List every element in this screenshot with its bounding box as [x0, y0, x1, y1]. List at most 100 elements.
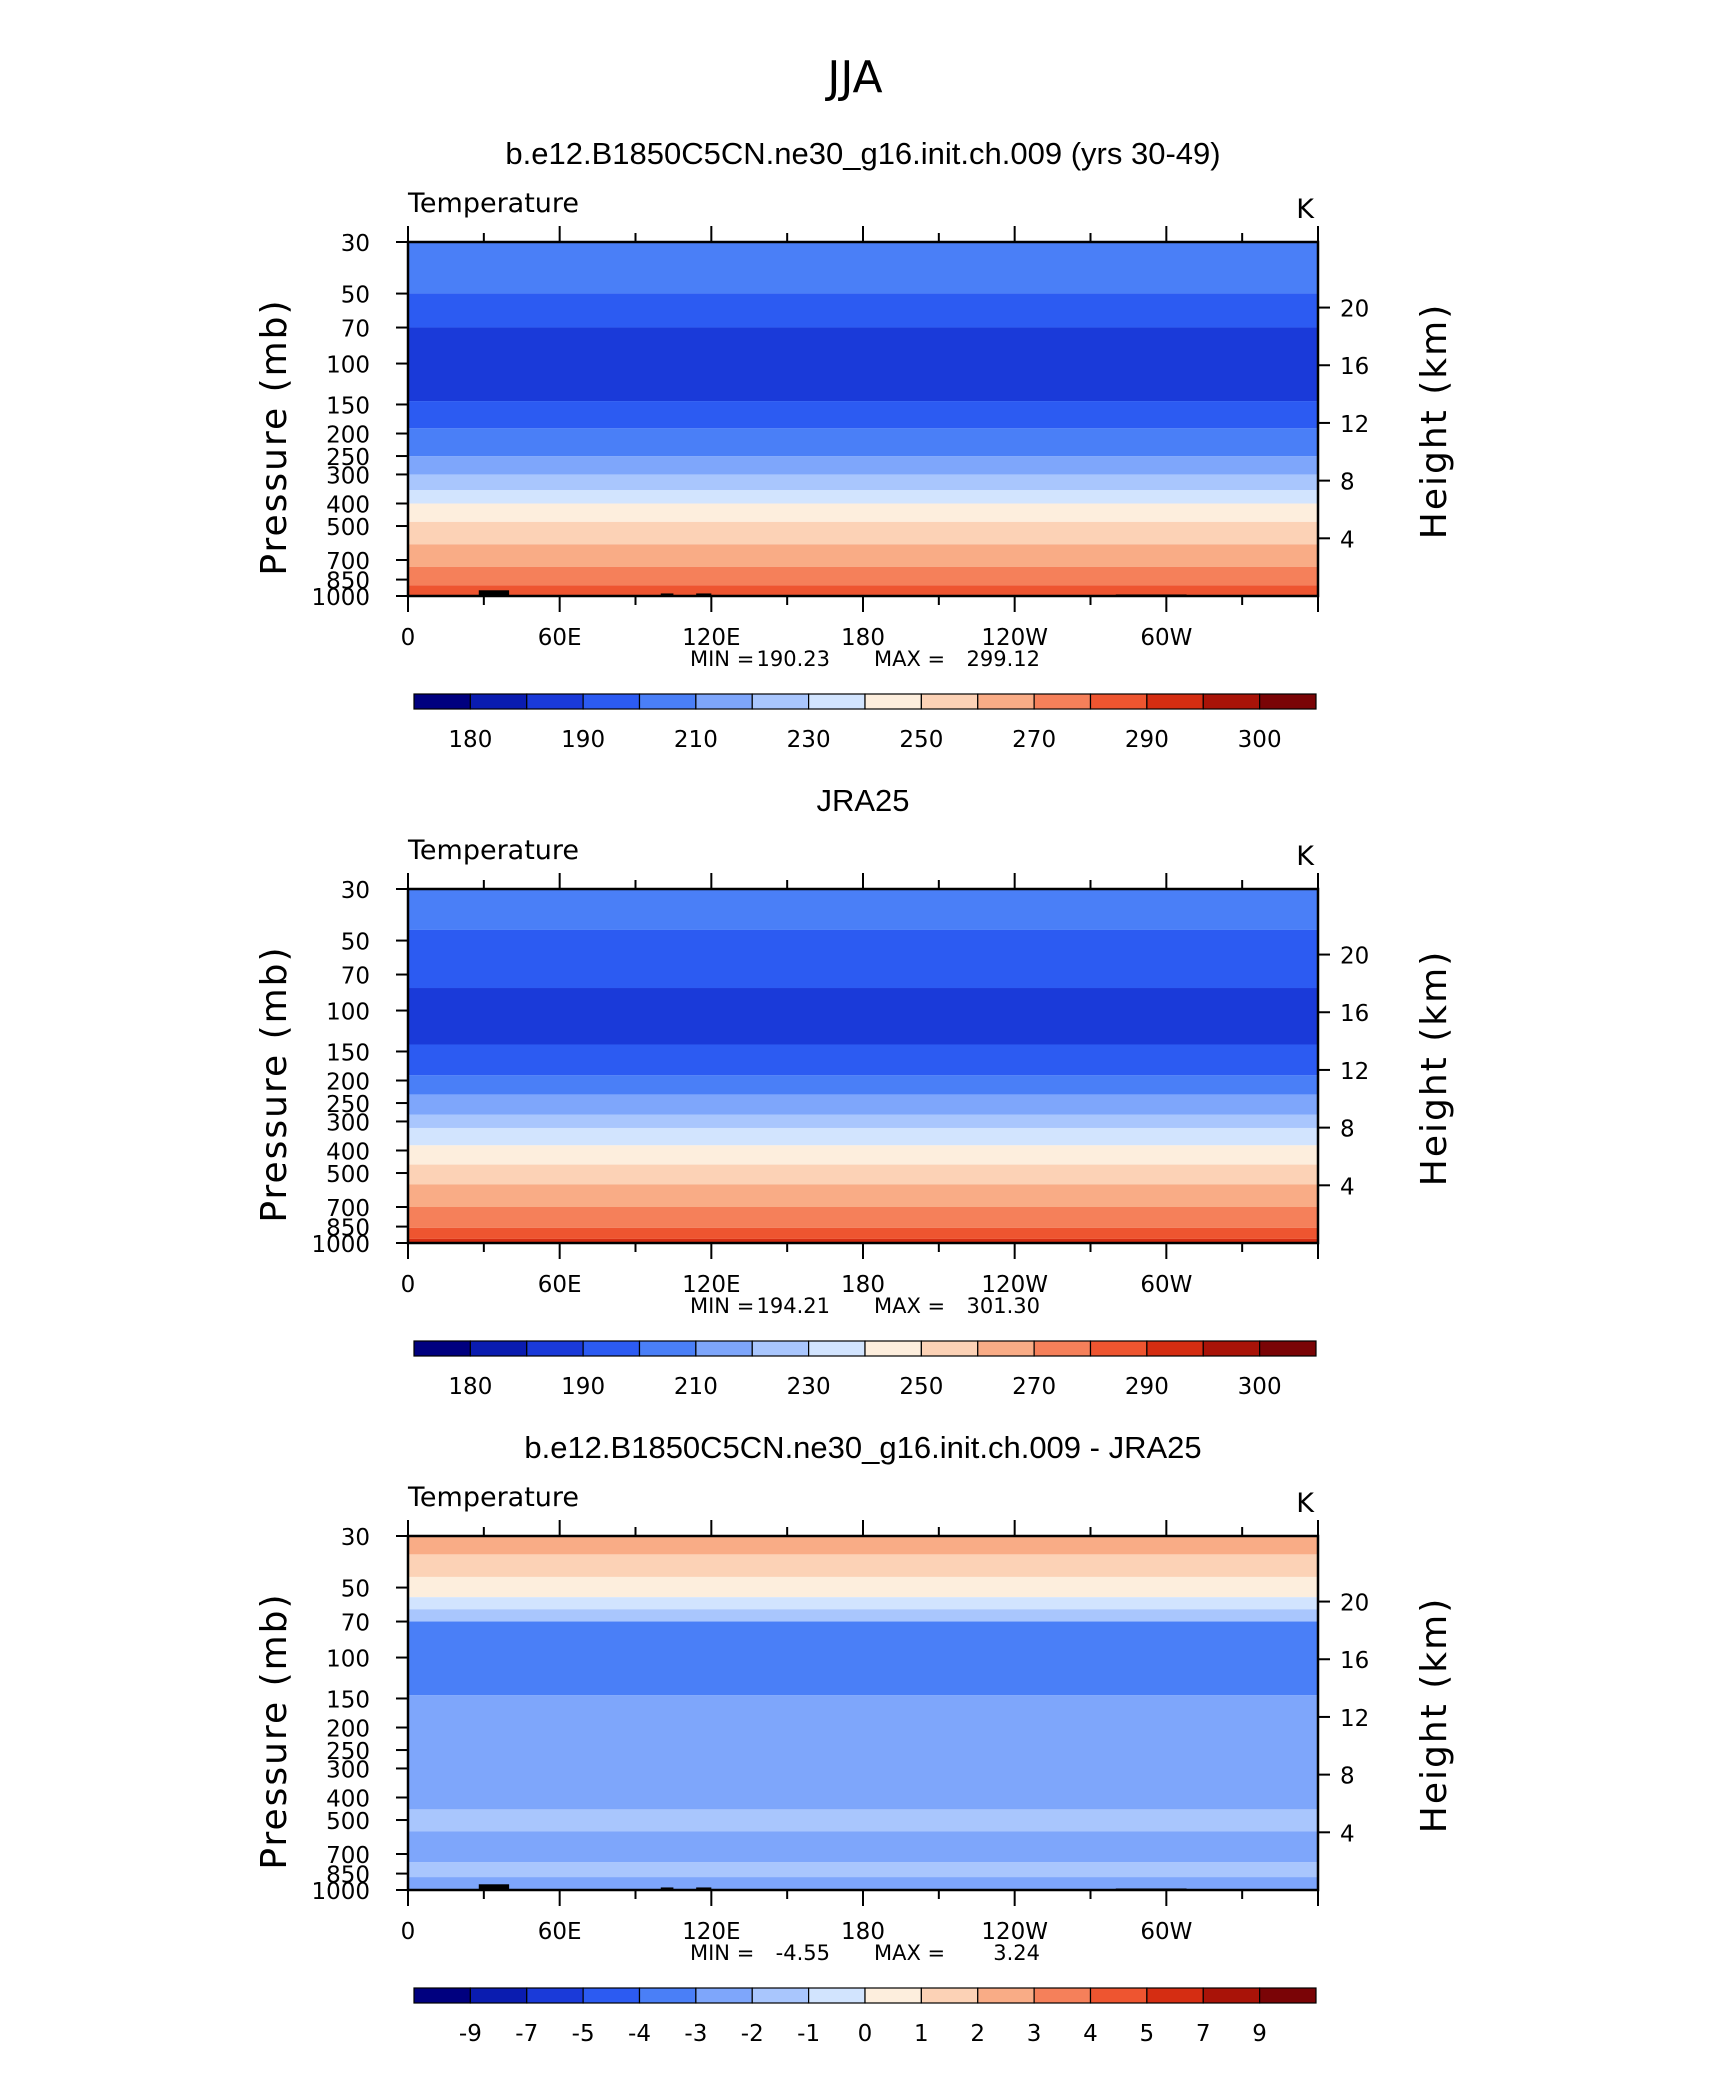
pressure-tick-label: 30 [341, 878, 370, 904]
pressure-tick-label: 250 [326, 1739, 370, 1765]
pressure-tick-label: 700 [326, 1843, 370, 1869]
colorbar-swatch [864, 693, 922, 710]
colorbar-swatch [1146, 1987, 1204, 2004]
panel-1: b.e12.B1850C5CN.ne30_g16.init.ch.009 (yr… [254, 136, 1455, 753]
pressure-tick-label: 150 [326, 1040, 370, 1066]
colorbar-label: 3 [1027, 2021, 1042, 2047]
contour-band [408, 544, 1318, 567]
height-tick-label: 20 [1340, 1591, 1369, 1617]
colorbar-swatch [526, 1340, 584, 1357]
contour-band [408, 1044, 1318, 1076]
colorbar-label: 0 [858, 2021, 873, 2047]
colorbar-swatch [413, 1987, 471, 2004]
colorbar-label: 1 [914, 2021, 929, 2047]
colorbar-swatch [808, 1987, 866, 2004]
contour-band [408, 1597, 1318, 1610]
colorbar-swatch [751, 1987, 810, 2004]
colorbar-swatch [526, 693, 584, 710]
colorbar-swatch [582, 693, 641, 710]
colorbar-swatch [864, 1987, 922, 2004]
colorbar-swatch [1202, 1987, 1261, 2004]
colorbar-swatch [808, 1340, 866, 1357]
min-label: MIN = [690, 1294, 754, 1318]
contour-band [408, 585, 1318, 596]
contour-band [408, 521, 1318, 545]
contour-band [408, 566, 1318, 586]
pressure-tick-label: 850 [326, 569, 370, 595]
pressure-tick-label: 150 [326, 393, 370, 419]
contour-band [408, 428, 1318, 457]
topography-block [696, 593, 712, 596]
topography-block [696, 1887, 712, 1890]
pressure-tick-label: 850 [326, 1216, 370, 1242]
colorbar-swatch [1033, 1987, 1092, 2004]
colorbar-swatch [1146, 693, 1204, 710]
colorbar-swatch [1033, 693, 1092, 710]
pressure-tick-label: 400 [326, 492, 370, 518]
pressure-tick-label: 70 [341, 1611, 370, 1637]
colorbar-swatch [469, 1987, 528, 2004]
contour-band [408, 1114, 1318, 1128]
max-label: MAX = [874, 647, 945, 671]
pressure-tick-label: 1000 [311, 585, 370, 611]
lon-tick-label: 60W [1140, 1272, 1192, 1298]
colorbar-label: 250 [899, 727, 943, 753]
contour-band [408, 327, 1318, 402]
contour-band [408, 1145, 1318, 1165]
colorbar-swatch [1259, 1987, 1317, 2004]
pressure-axis-title: Pressure (mb) [254, 1592, 295, 1869]
topography-block [660, 593, 674, 596]
figure-title: JJA [824, 52, 882, 103]
units-label: K [1296, 1488, 1315, 1519]
pressure-tick-label: 100 [326, 353, 370, 379]
colorbar-label: 9 [1252, 2021, 1267, 2047]
panel-title: b.e12.B1850C5CN.ne30_g16.init.ch.009 (yr… [505, 136, 1220, 171]
variable-label: Temperature [407, 835, 579, 866]
colorbar-label: 4 [1083, 2021, 1098, 2047]
colorbar-swatch [582, 1987, 641, 2004]
colorbar-swatch [1202, 1340, 1261, 1357]
panel-title: b.e12.B1850C5CN.ne30_g16.init.ch.009 - J… [524, 1430, 1201, 1465]
height-axis-title: Height (km) [1414, 303, 1455, 539]
lon-tick-label: 60W [1140, 625, 1192, 651]
height-tick-label: 4 [1340, 1174, 1355, 1200]
panel-title: JRA25 [816, 783, 909, 818]
height-tick-label: 4 [1340, 1821, 1355, 1847]
colorbar-label: -2 [741, 2021, 764, 2047]
height-tick-label: 4 [1340, 527, 1355, 553]
topography-block [478, 1884, 510, 1890]
lon-tick-label: 60W [1140, 1919, 1192, 1945]
lon-tick-label: 0 [401, 1272, 416, 1298]
height-axis-title: Height (km) [1414, 1597, 1455, 1833]
variable-label: Temperature [407, 1482, 579, 1513]
colorbar-swatch [469, 1340, 528, 1357]
pressure-tick-label: 200 [326, 1717, 370, 1743]
pressure-tick-label: 50 [341, 283, 370, 309]
colorbar-swatch [977, 693, 1035, 710]
variable-label: Temperature [407, 188, 579, 219]
pressure-tick-label: 200 [326, 1070, 370, 1096]
colorbar-label: 180 [448, 727, 492, 753]
pressure-tick-label: 70 [341, 964, 370, 990]
height-tick-label: 12 [1340, 412, 1369, 438]
pressure-tick-label: 250 [326, 445, 370, 471]
contour-band [408, 1695, 1318, 1810]
contour-band [408, 988, 1318, 1045]
colorbar-swatch [526, 1987, 584, 2004]
height-tick-label: 8 [1340, 1117, 1355, 1143]
colorbar-label: 5 [1140, 2021, 1155, 2047]
colorbar-swatch [977, 1987, 1035, 2004]
min-value: -4.55 [776, 1941, 830, 1965]
colorbar-swatch [1202, 693, 1261, 710]
contour-band [408, 1164, 1318, 1185]
colorbar-swatch [920, 693, 979, 710]
contour-band [408, 1621, 1318, 1696]
colorbar-swatch [582, 1340, 641, 1357]
contour-band [408, 1862, 1318, 1878]
contour-band [408, 474, 1318, 491]
panel-3: b.e12.B1850C5CN.ne30_g16.init.ch.009 - J… [254, 1430, 1455, 2047]
pressure-tick-label: 850 [326, 1863, 370, 1889]
contour-band [408, 401, 1318, 429]
colorbar-swatch [1089, 1987, 1148, 2004]
